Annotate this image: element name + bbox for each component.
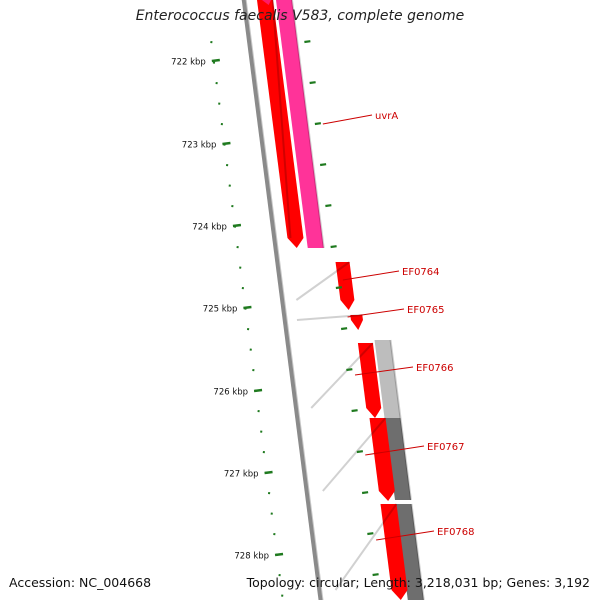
scale-dash-right bbox=[330, 245, 337, 249]
kbp-major-tick bbox=[211, 58, 220, 63]
gene-label-EF0768[interactable]: EF0768 bbox=[437, 527, 475, 538]
gene-label-leader bbox=[376, 530, 435, 541]
gene-label-EF0766[interactable]: EF0766 bbox=[416, 363, 454, 374]
kbp-label: 723 kbp bbox=[182, 141, 217, 151]
gene-EF0766 bbox=[310, 342, 382, 418]
gene-uvrA bbox=[275, 0, 325, 249]
scale-dash-right bbox=[304, 40, 311, 44]
gene-label-leader bbox=[322, 114, 373, 125]
accession-text: Accession: NC_004668 bbox=[9, 575, 152, 590]
kbp-major-tick bbox=[264, 470, 273, 475]
kbp-major-tick bbox=[253, 388, 263, 393]
kbp-label: 722 kbp bbox=[171, 58, 206, 68]
scale-dash-right bbox=[309, 81, 316, 85]
gene-EF0765 bbox=[296, 314, 363, 330]
gene-label-EF0765[interactable]: EF0765 bbox=[407, 305, 445, 316]
gene-label-uvrA[interactable]: uvrA bbox=[375, 111, 398, 122]
gene-label-leader bbox=[354, 366, 414, 376]
scale-dash-right bbox=[351, 409, 358, 413]
kbp-major-tick bbox=[232, 223, 242, 228]
kbp-label: 726 kbp bbox=[213, 388, 248, 398]
kbp-major-tick bbox=[274, 552, 284, 557]
kbp-label: 727 kbp bbox=[224, 470, 259, 480]
sequence-backbone-highlight bbox=[245, 0, 324, 600]
gene-label-leader bbox=[347, 308, 405, 318]
scale-dash-right bbox=[372, 573, 379, 577]
gene-label-leader bbox=[342, 270, 400, 281]
kbp-major-tick bbox=[222, 141, 231, 146]
scale-dash-right bbox=[325, 204, 332, 208]
scale-dash-right bbox=[361, 491, 369, 495]
gc-block-dark bbox=[384, 417, 412, 501]
kbp-label: 725 kbp bbox=[203, 305, 238, 315]
gene-upstream bbox=[256, 0, 304, 248]
kbp-label: 724 kbp bbox=[192, 223, 227, 233]
scale-dash-right bbox=[356, 450, 364, 454]
kbp-major-tick bbox=[243, 305, 252, 310]
kbp-label: 728 kbp bbox=[234, 552, 269, 562]
scale-dash-right bbox=[367, 532, 374, 536]
sequence-backbone bbox=[241, 0, 324, 600]
gene-label-leader bbox=[365, 445, 425, 456]
genome-title: Enterococcus faecalis V583, complete gen… bbox=[135, 8, 465, 24]
gene-EF0767 bbox=[322, 417, 395, 501]
scale-dash-right bbox=[314, 122, 322, 126]
scale-dash-right bbox=[340, 327, 348, 331]
gene-EF0768 bbox=[334, 503, 408, 600]
gene-top-fragment bbox=[262, 0, 271, 5]
gene-label-EF0767[interactable]: EF0767 bbox=[427, 442, 465, 453]
gc-block-dark-2 bbox=[395, 503, 425, 600]
scale-dash-right bbox=[319, 163, 327, 167]
topology-summary-text: Topology: circular; Length: 3,218,031 bp… bbox=[246, 575, 590, 590]
gc-block-light bbox=[374, 339, 402, 419]
scale-dash-right bbox=[335, 286, 343, 290]
scale-dash-right bbox=[346, 368, 353, 372]
gene-label-EF0764[interactable]: EF0764 bbox=[402, 267, 440, 278]
gene-EF0764 bbox=[295, 261, 355, 310]
